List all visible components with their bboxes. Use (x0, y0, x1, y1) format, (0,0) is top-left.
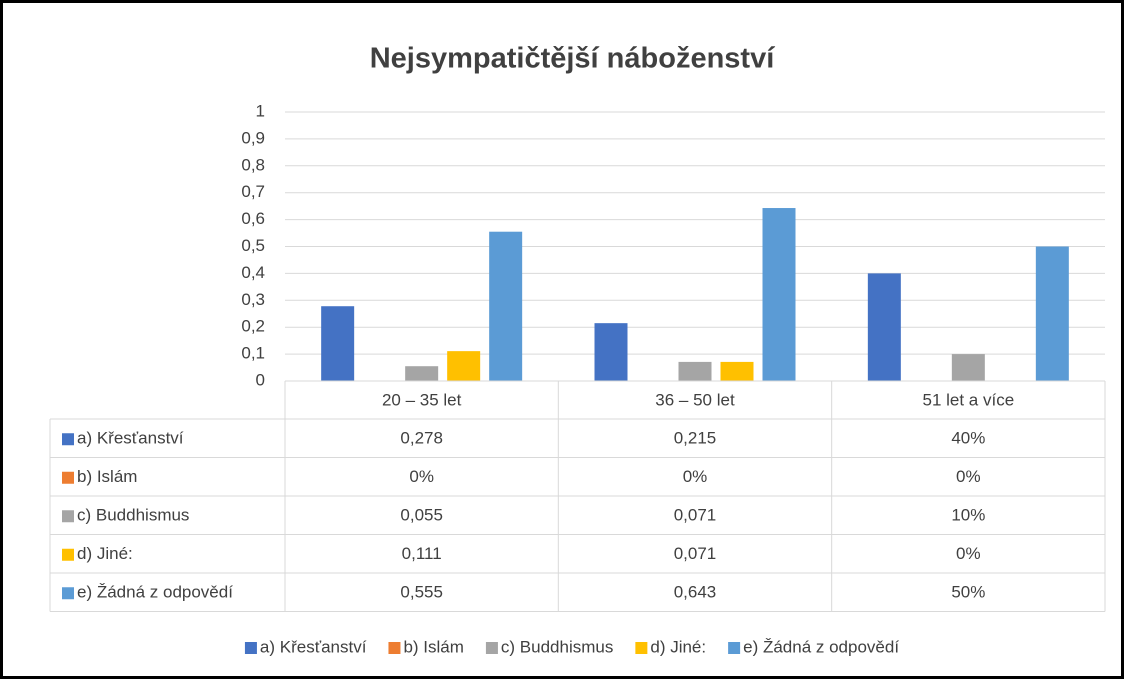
y-tick-label: 0,3 (241, 290, 265, 309)
y-tick-label: 0,4 (241, 263, 265, 282)
bar (720, 361, 754, 381)
table-cell: 0,555 (400, 583, 443, 602)
table-cell: 10% (951, 506, 985, 525)
legend-label: d) Jiné: (650, 637, 706, 656)
bar (1035, 246, 1069, 381)
y-tick-label: 1 (256, 101, 265, 120)
legend-key (62, 510, 74, 523)
y-tick-label: 0,6 (241, 209, 265, 228)
y-tick-label: 0,1 (241, 344, 265, 363)
legend-key (62, 548, 74, 561)
table-cell: 0% (409, 467, 434, 486)
legend-label: e) Žádná z odpovědí (743, 637, 899, 656)
table-cell: 0% (956, 544, 981, 563)
bar (447, 351, 481, 381)
bar (405, 366, 439, 381)
bar (951, 354, 985, 381)
table-cell: 0,071 (674, 544, 717, 563)
table-cell: 50% (951, 583, 985, 602)
legend-key (244, 642, 257, 654)
y-tick-label: 0,7 (241, 182, 265, 201)
legend-label: b) Islám (403, 637, 463, 656)
y-tick-label: 0,9 (241, 128, 265, 147)
table-row-label: b) Islám (77, 467, 137, 486)
legend-key (485, 642, 498, 654)
chart-title: Nejsympatičtější náboženství (370, 43, 775, 75)
x-tick-label: 51 let a více (922, 390, 1014, 409)
y-tick-label: 0,2 (241, 317, 265, 336)
bar (762, 208, 796, 381)
table-cell: 0,071 (674, 506, 717, 525)
y-tick-label: 0 (256, 370, 265, 389)
legend-label: c) Buddhismus (501, 637, 613, 656)
table-row-label: c) Buddhismus (77, 506, 189, 525)
table-row-label: a) Křesťanství (77, 429, 184, 448)
legend-key (62, 587, 74, 600)
legend-key (388, 642, 401, 654)
legend-key (62, 433, 74, 446)
bar (321, 306, 355, 381)
table-cell: 40% (951, 429, 985, 448)
table-cell: 0,278 (400, 429, 443, 448)
legend-key (728, 642, 741, 654)
table-cell: 0,111 (402, 544, 442, 563)
x-tick-label: 20 – 35 let (382, 390, 462, 409)
bar (678, 361, 712, 381)
legend-label: a) Křesťanství (260, 637, 367, 656)
table-cell: 0,055 (400, 506, 443, 525)
legend-key (62, 471, 74, 484)
bar (594, 323, 628, 381)
table-cell: 0% (956, 467, 981, 486)
y-tick-label: 0,8 (241, 155, 265, 174)
table-cell: 0,643 (674, 583, 717, 602)
table-cell: 0,215 (674, 429, 717, 448)
bar (867, 273, 901, 381)
table-row-label: d) Jiné: (77, 544, 133, 563)
bar (489, 231, 523, 381)
table-cell: 0% (683, 467, 708, 486)
table-row-label: e) Žádná z odpovědí (77, 583, 233, 602)
legend-key (635, 642, 648, 654)
y-tick-label: 0,5 (241, 236, 265, 255)
x-tick-label: 36 – 50 let (655, 390, 735, 409)
